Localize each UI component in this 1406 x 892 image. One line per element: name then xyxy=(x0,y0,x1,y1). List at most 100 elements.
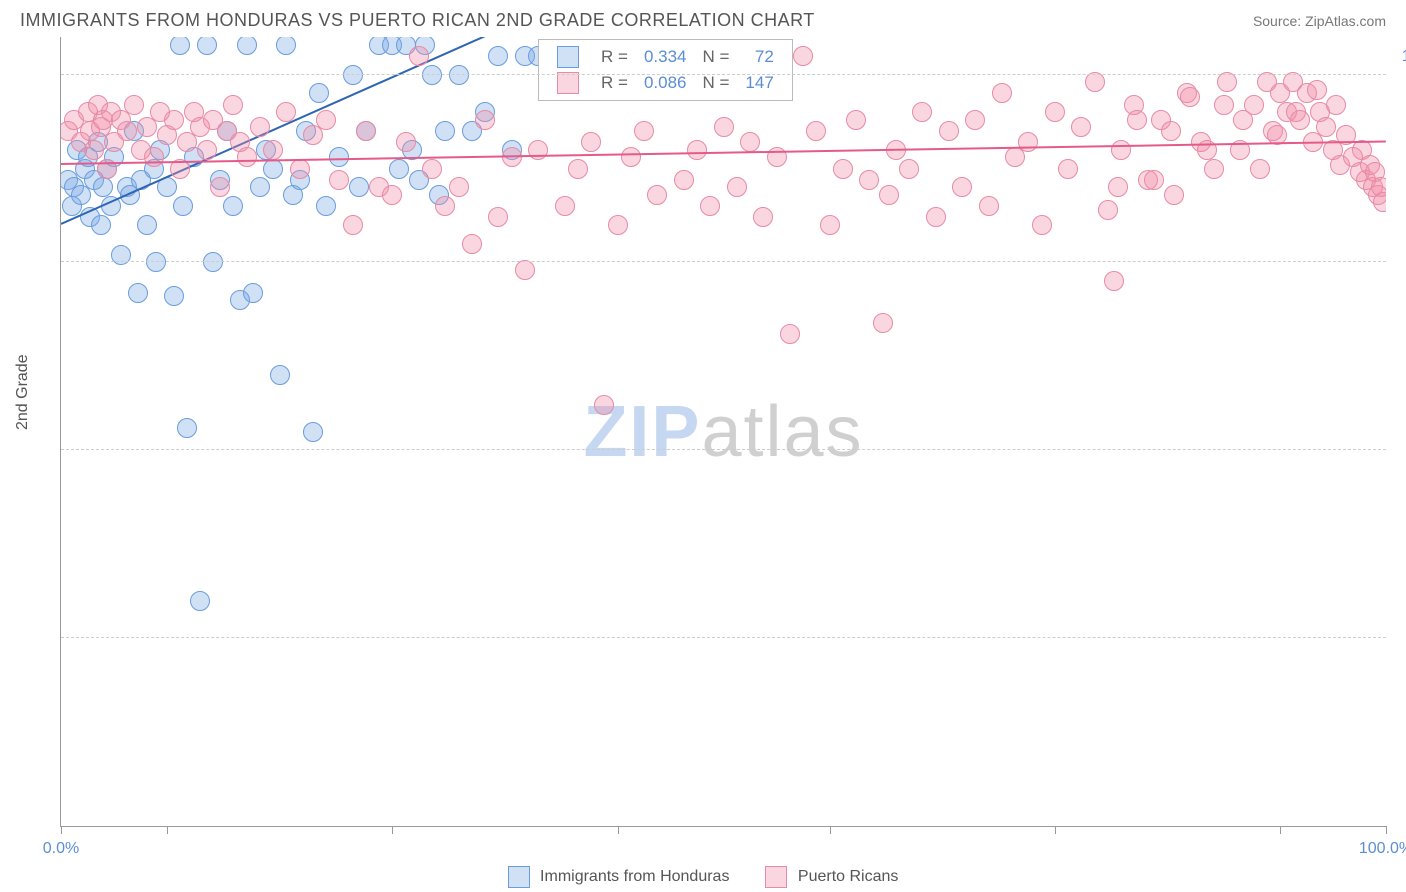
data-point xyxy=(1111,140,1131,160)
data-point xyxy=(422,159,442,179)
data-point xyxy=(137,215,157,235)
data-point xyxy=(647,185,667,205)
data-point xyxy=(780,324,800,344)
xtick xyxy=(830,826,831,834)
data-point xyxy=(1307,80,1327,100)
data-point xyxy=(409,46,429,66)
data-point xyxy=(568,159,588,179)
data-point xyxy=(290,159,310,179)
data-point xyxy=(621,147,641,167)
data-point xyxy=(873,313,893,333)
data-point xyxy=(1018,132,1038,152)
y-axis-label: 2nd Grade xyxy=(14,354,32,430)
legend-n-value: 72 xyxy=(737,44,781,70)
data-point xyxy=(1286,102,1306,122)
data-point xyxy=(846,110,866,130)
data-point xyxy=(316,110,336,130)
data-point xyxy=(1085,72,1105,92)
data-point xyxy=(714,117,734,137)
data-point xyxy=(170,37,190,55)
gridline-h xyxy=(61,449,1386,450)
xtick xyxy=(1386,826,1387,834)
ytick-label: 90.0% xyxy=(1396,423,1406,441)
ytick-label: 100.0% xyxy=(1396,48,1406,66)
data-point xyxy=(237,147,257,167)
data-point xyxy=(1032,215,1052,235)
ytick-label: 95.0% xyxy=(1396,235,1406,253)
data-point xyxy=(435,196,455,216)
data-point xyxy=(356,121,376,141)
data-point xyxy=(144,147,164,167)
data-point xyxy=(1127,110,1147,130)
legend-bottom: Immigrants from Honduras Puerto Ricans xyxy=(0,866,1406,888)
source-attribution: Source: ZipAtlas.com xyxy=(1253,13,1386,29)
data-point xyxy=(899,159,919,179)
data-point xyxy=(1250,159,1270,179)
data-point xyxy=(435,121,455,141)
watermark: ZIPatlas xyxy=(583,391,863,473)
data-point xyxy=(1058,159,1078,179)
xtick-label: 0.0% xyxy=(43,840,79,858)
data-point xyxy=(382,185,402,205)
chart-header: IMMIGRANTS FROM HONDURAS VS PUERTO RICAN… xyxy=(0,0,1406,37)
xtick xyxy=(392,826,393,834)
data-point xyxy=(965,110,985,130)
data-point xyxy=(329,170,349,190)
data-point xyxy=(555,196,575,216)
data-point xyxy=(250,177,270,197)
data-point xyxy=(1071,117,1091,137)
data-point xyxy=(979,196,999,216)
data-point xyxy=(859,170,879,190)
legend-swatch xyxy=(508,866,530,888)
data-point xyxy=(727,177,747,197)
data-point xyxy=(753,207,773,227)
data-point xyxy=(1104,271,1124,291)
data-point xyxy=(210,177,230,197)
data-point xyxy=(806,121,826,141)
data-point xyxy=(634,121,654,141)
xtick xyxy=(1055,826,1056,834)
data-point xyxy=(608,215,628,235)
data-point xyxy=(1373,192,1386,212)
data-point xyxy=(687,140,707,160)
data-point xyxy=(173,196,193,216)
legend-label: Puerto Ricans xyxy=(798,868,899,885)
data-point xyxy=(343,215,363,235)
data-point xyxy=(833,159,853,179)
data-point xyxy=(84,140,104,160)
xtick xyxy=(618,826,619,834)
data-point xyxy=(1098,200,1118,220)
legend-item: Immigrants from Honduras xyxy=(508,868,730,885)
legend-n-label: N = xyxy=(694,44,737,70)
data-point xyxy=(263,140,283,160)
plot-area: ZIPatlas R =0.334N =72R =0.086N =147 xyxy=(61,37,1386,826)
legend-r-value: 0.334 xyxy=(636,44,695,70)
data-point xyxy=(475,110,495,130)
xtick-label: 100.0% xyxy=(1359,840,1406,858)
data-point xyxy=(462,234,482,254)
data-point xyxy=(515,260,535,280)
data-point xyxy=(992,83,1012,103)
source-label: Source: xyxy=(1253,13,1301,29)
data-point xyxy=(1316,117,1336,137)
data-point xyxy=(389,159,409,179)
data-point xyxy=(343,65,363,85)
data-point xyxy=(276,102,296,122)
data-point xyxy=(1144,170,1164,190)
legend-swatch xyxy=(557,46,579,68)
data-point xyxy=(1164,185,1184,205)
legend-swatch xyxy=(765,866,787,888)
data-point xyxy=(316,196,336,216)
data-point xyxy=(581,132,601,152)
data-point xyxy=(939,121,959,141)
data-point xyxy=(952,177,972,197)
chart-title: IMMIGRANTS FROM HONDURAS VS PUERTO RICAN… xyxy=(20,10,815,31)
data-point xyxy=(190,591,210,611)
ytick-label: 85.0% xyxy=(1396,611,1406,629)
data-point xyxy=(926,207,946,227)
data-point xyxy=(1045,102,1065,122)
data-point xyxy=(793,46,813,66)
data-point xyxy=(1233,110,1253,130)
data-point xyxy=(488,207,508,227)
data-point xyxy=(124,95,144,115)
